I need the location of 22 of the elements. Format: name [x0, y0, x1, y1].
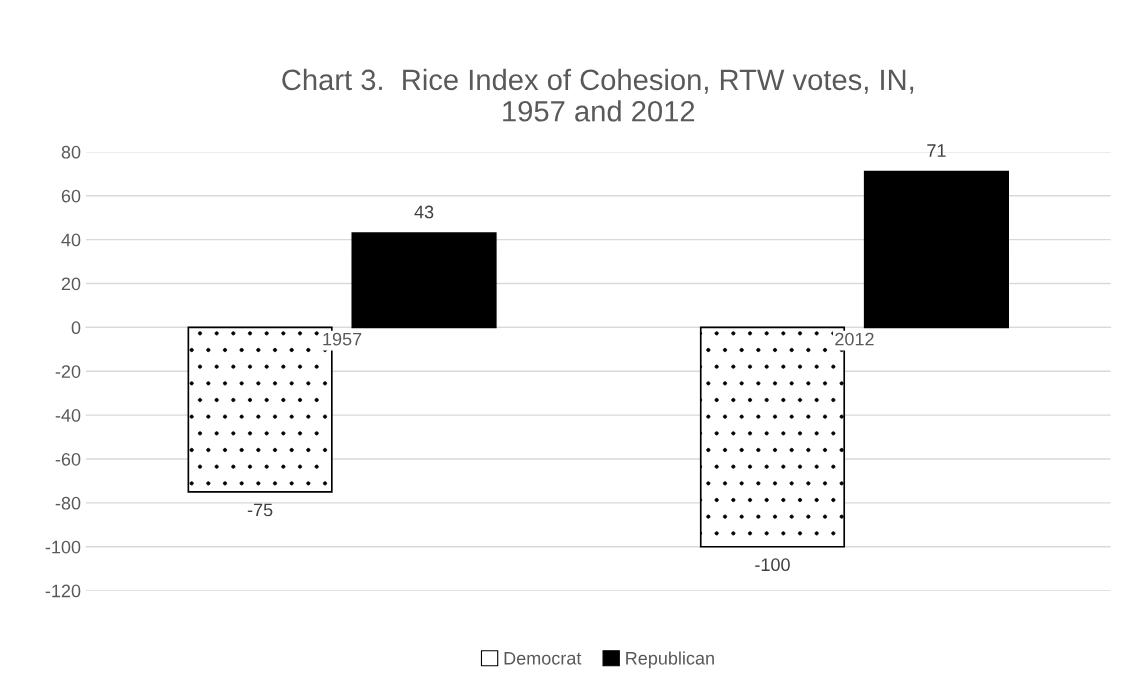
- x-tick-label: 1957: [323, 332, 362, 346]
- legend-label: Republican: [626, 651, 714, 669]
- chart-title: Chart 3. Rice Index of Cohesion, RTW votes, IN, 1957 and 2012: [282, 68, 914, 122]
- data-label: -75: [247, 503, 273, 517]
- data-label: 71: [927, 144, 946, 157]
- x-tick-label: 2012: [835, 332, 874, 346]
- data-label: -100: [755, 558, 790, 572]
- y-tick-label: -60: [55, 452, 81, 466]
- y-tick-label: -100: [45, 540, 81, 554]
- y-tick-label: 60: [61, 189, 81, 203]
- bar: [863, 170, 1010, 329]
- y-tick-label: -80: [55, 496, 81, 510]
- y-tick-label: 40: [61, 233, 81, 247]
- bar: [351, 232, 497, 329]
- y-tick-label: -120: [45, 584, 81, 598]
- legend-label: Democrat: [504, 652, 582, 665]
- y-tick-label: 0: [71, 321, 81, 335]
- y-tick-label: -40: [55, 409, 81, 422]
- data-label: 43: [414, 205, 434, 219]
- y-tick-label: -20: [55, 365, 81, 378]
- y-tick-label: 80: [61, 145, 81, 159]
- y-tick-label: 20: [61, 277, 81, 291]
